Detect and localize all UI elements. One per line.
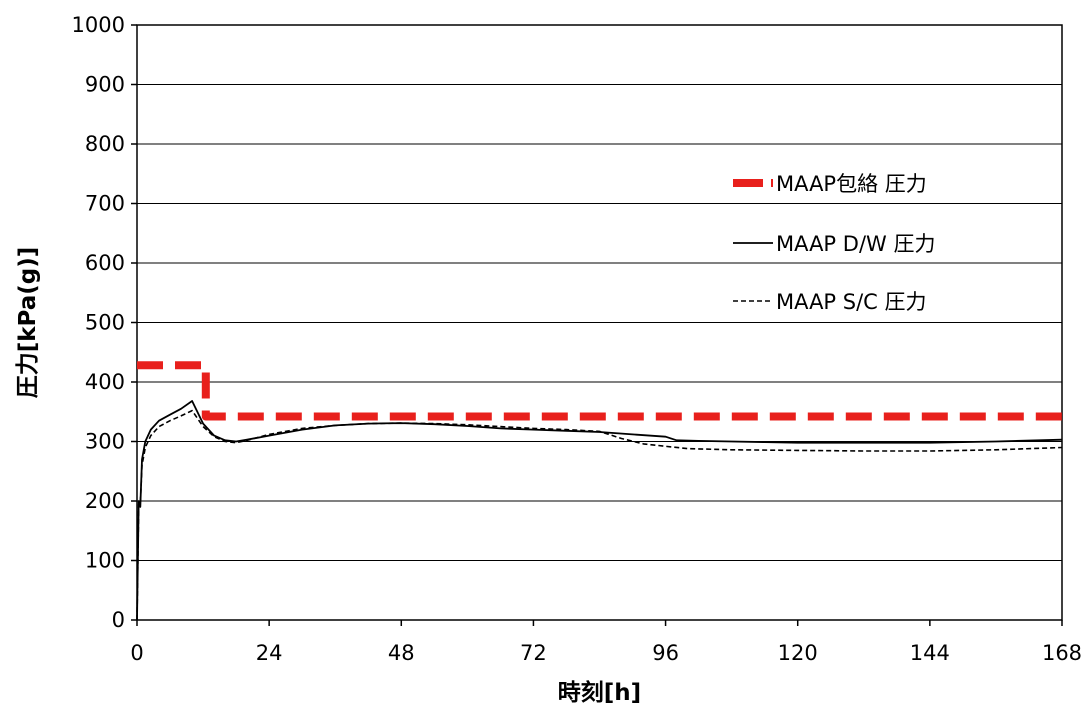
y-tick-label: 500	[85, 311, 125, 335]
gridlines	[137, 84, 1062, 561]
y-tick-label: 300	[85, 430, 125, 454]
series-line-1	[137, 361, 1062, 421]
series-lines	[136, 361, 1063, 621]
series-line-3	[136, 409, 1063, 621]
series-line-2	[136, 400, 1063, 621]
x-tick-label: 96	[652, 641, 679, 665]
x-tick-label: 72	[520, 641, 547, 665]
y-axis-title: 圧力[kPa(g)]	[15, 247, 41, 399]
legend: MAAP包絡 圧力 MAAP D/W 圧力 MAAP S/C 圧力	[733, 172, 935, 314]
legend-label-3: MAAP S/C 圧力	[776, 290, 927, 314]
legend-label-1: MAAP包絡 圧力	[776, 172, 927, 196]
y-tick-label: 600	[85, 251, 125, 275]
y-axis-ticks: 0 100 200 300 400 500 600 700 800 900 1000	[72, 13, 137, 632]
y-tick-label: 800	[85, 132, 125, 156]
x-tick-label: 144	[910, 641, 950, 665]
x-tick-label: 168	[1042, 641, 1082, 665]
x-axis-ticks: 0 24 48 72 96 120 144 168	[130, 620, 1082, 665]
y-tick-label: 0	[112, 608, 125, 632]
y-tick-label: 400	[85, 370, 125, 394]
legend-label-2: MAAP D/W 圧力	[776, 232, 935, 256]
y-tick-label: 1000	[72, 13, 125, 37]
x-tick-label: 0	[130, 641, 143, 665]
y-tick-label: 100	[85, 549, 125, 573]
x-axis-title: 時刻[h]	[558, 679, 641, 706]
x-tick-label: 120	[778, 641, 818, 665]
y-tick-label: 700	[85, 192, 125, 216]
y-tick-label: 200	[85, 489, 125, 513]
x-tick-label: 24	[256, 641, 283, 665]
y-tick-label: 900	[85, 73, 125, 97]
x-tick-label: 48	[388, 641, 415, 665]
